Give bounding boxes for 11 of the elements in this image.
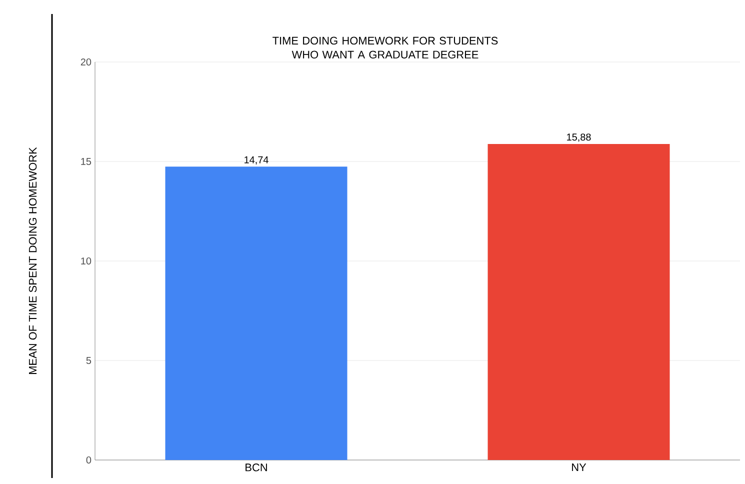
y-axis-title: MEAN OF TIME SPENT DOING HOMEWORK <box>28 147 37 374</box>
y-tick-label: 0 <box>86 456 92 464</box>
y-tick-label: 20 <box>80 58 92 66</box>
data-label: 14,74 <box>244 156 268 164</box>
x-tick-label: NY <box>572 464 586 472</box>
chart-title: TIME DOING HOMEWORK FOR STUDENTS WHO WANT A GRADUATE DEGREE <box>272 36 498 58</box>
y-tick-label: 10 <box>81 257 92 265</box>
y-tick-label: 15 <box>81 158 92 165</box>
data-label: 15,88 <box>567 134 591 142</box>
y-tick-label: 5 <box>86 357 92 364</box>
x-tick-label: BCN <box>246 464 267 472</box>
